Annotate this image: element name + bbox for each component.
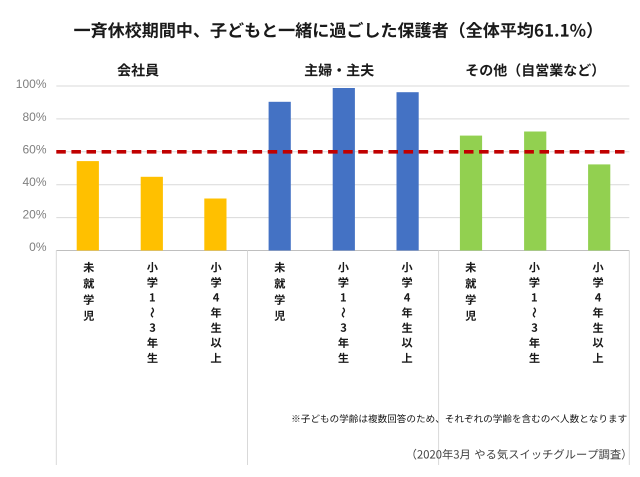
svg-text:20%: 20% <box>22 208 46 222</box>
svg-text:80%: 80% <box>22 110 46 124</box>
svg-text:0%: 0% <box>29 240 47 254</box>
svg-text:100%: 100% <box>16 77 47 91</box>
svg-text:60%: 60% <box>22 143 46 157</box>
svg-text:40%: 40% <box>22 175 46 189</box>
